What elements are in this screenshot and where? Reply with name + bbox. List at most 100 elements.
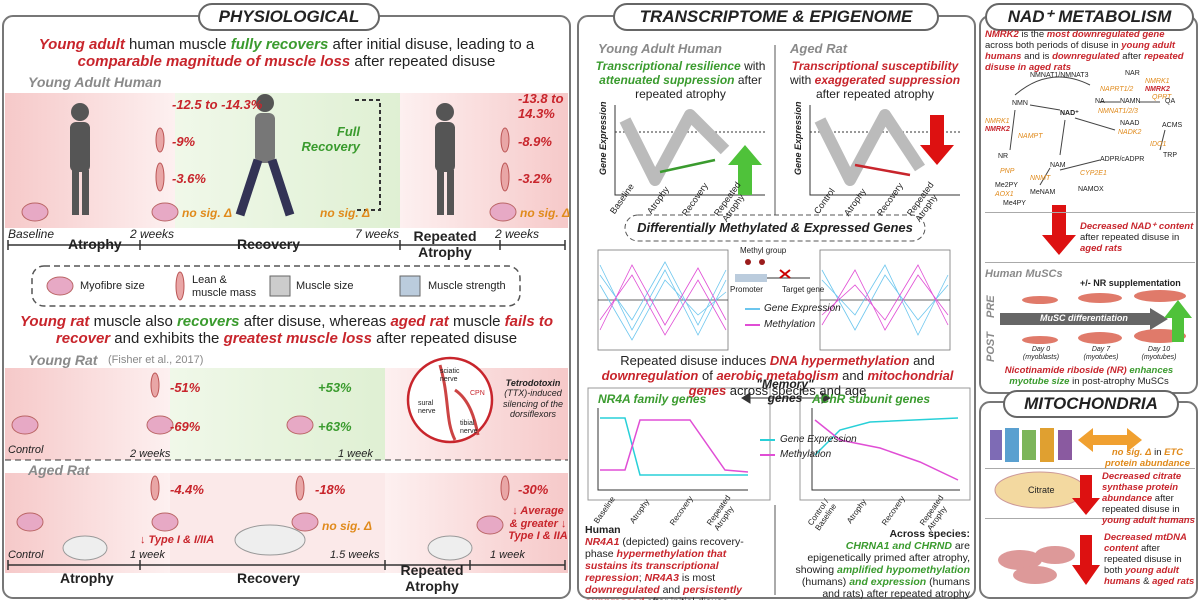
decoration xyxy=(500,127,510,153)
decoration xyxy=(150,475,160,501)
decoration xyxy=(21,202,49,222)
decoration xyxy=(759,259,765,265)
timeline-label: 1.5 weeks xyxy=(330,549,380,561)
text-segment: comparable magnitude of muscle loss xyxy=(77,53,351,71)
illustration-shape xyxy=(1009,109,1016,151)
decoration xyxy=(72,170,79,215)
pathway-label: NAD⁺ xyxy=(1060,110,1079,117)
decoration xyxy=(821,269,949,331)
pathway-label: TRP xyxy=(1163,152,1177,159)
illustration-shape xyxy=(597,408,748,491)
value-label: no sig. Δ xyxy=(520,206,571,220)
text-segment: after disuse, whereas xyxy=(239,313,391,330)
text-segment: and xyxy=(909,353,935,368)
value-label: ↓ Type I & I/IIA xyxy=(140,534,215,546)
text-segment: fully recovers xyxy=(230,36,329,53)
text-segment: after initial disuse xyxy=(644,596,728,600)
text-segment: after repeated disuse in both xyxy=(1104,542,1182,576)
value-label: +53% xyxy=(318,380,352,395)
decoration xyxy=(151,512,179,532)
decoration xyxy=(385,473,568,573)
decoration xyxy=(814,109,926,186)
text-segment: after xyxy=(1119,50,1144,62)
text-segment: (TTX)-induced silencing of the dorsiflex… xyxy=(502,388,564,420)
text-segment: persistently suppressed xyxy=(585,584,742,600)
nerve-label: sural nerve xyxy=(418,400,436,416)
value-label: -18% xyxy=(315,482,346,497)
headline: Young adult human muscle fully recovers … xyxy=(10,36,563,71)
decoration xyxy=(11,415,504,535)
pathway-label: Me2PY xyxy=(995,182,1018,189)
text-segment: of xyxy=(698,367,717,383)
note: Across species: CHRNA1 and CHRND are epig… xyxy=(785,528,970,600)
text-segment: most downregulated gene xyxy=(1046,29,1165,40)
illustration-shape xyxy=(741,392,831,404)
decoration xyxy=(619,109,730,186)
illustration-shape xyxy=(1078,428,1142,452)
decoration xyxy=(745,259,751,265)
value-label: -8.9% xyxy=(518,134,552,149)
text-segment: Tetrodotoxin xyxy=(505,378,561,388)
decoration xyxy=(1078,332,1122,344)
text-segment: Transcriptional resilience xyxy=(595,59,741,73)
description: Transcriptional resilience with attenuat… xyxy=(588,59,773,101)
group-label: Aged Rat xyxy=(790,41,848,56)
text-segment: are epigenetically primed after atrophy,… xyxy=(795,540,970,577)
decoration xyxy=(597,249,951,351)
pathway-label: ADPR/cADPR xyxy=(1100,156,1145,163)
text-segment: and xyxy=(659,584,684,597)
text-segment: muscle also xyxy=(89,313,177,330)
schema-label: Target gene xyxy=(782,285,825,294)
text-segment: attenuated suppression xyxy=(599,72,735,87)
text-segment: hypermethylation that sustains its trans… xyxy=(585,548,727,585)
decoration xyxy=(82,170,89,215)
decoration xyxy=(1022,430,1036,460)
decoration xyxy=(587,387,771,501)
pathway-label: MeNAM xyxy=(1030,189,1056,196)
decoration xyxy=(62,535,108,561)
decoration xyxy=(500,475,510,501)
decoration xyxy=(990,430,1002,460)
decoration xyxy=(155,127,510,192)
text-segment: aged rats xyxy=(1080,242,1123,254)
pathway-label: NMN xyxy=(1012,100,1028,107)
pathway-label: NMRK2 xyxy=(985,126,1010,133)
text-segment: aerobic metabolism xyxy=(716,367,839,383)
decoration xyxy=(854,163,911,177)
timeline-label: 1 week xyxy=(490,549,525,561)
axis-label: Gene Expression xyxy=(793,101,803,175)
text-segment: and expression xyxy=(849,576,927,589)
illustration-shape xyxy=(1039,167,1051,186)
chart-title: AChR subunit genes xyxy=(812,392,931,406)
pathway-label: Me4PY xyxy=(1003,200,1026,207)
text-segment: (humans) xyxy=(801,576,850,589)
text-segment: Nicotinamide riboside (NR) xyxy=(1004,365,1127,376)
illustration-shape xyxy=(1029,104,1061,111)
decoration xyxy=(150,372,160,398)
value-label: no sig. Δ xyxy=(320,206,371,220)
nerve-label: tibial nerve xyxy=(460,420,478,436)
arrow-label: MuSC differentiation xyxy=(1040,313,1128,323)
text-segment: Human xyxy=(585,524,621,536)
legend-entry: Gene Expression xyxy=(764,303,841,314)
decoration xyxy=(16,512,44,532)
value-label: +63% xyxy=(318,419,352,434)
decoration xyxy=(400,93,568,228)
pathway-label: NMNAT1/2/3 xyxy=(1098,108,1138,115)
text-segment: amplified hypomethylation xyxy=(836,564,970,577)
value-label: -4.4% xyxy=(170,482,204,497)
phase-label: Atrophy xyxy=(68,236,122,252)
decoration xyxy=(985,262,1195,263)
decoration xyxy=(256,94,274,112)
value-label: no sig. Δ xyxy=(322,519,373,533)
decoration xyxy=(1072,475,1100,585)
value-label: no sig. Δ xyxy=(182,206,233,220)
note: Human NR4A1 (depicted) gains recovery-pha… xyxy=(585,524,771,600)
text-segment: aged rats xyxy=(1152,575,1195,587)
decoration xyxy=(46,276,74,296)
illustration-shape xyxy=(1059,119,1066,156)
chart-title: NR4A family genes xyxy=(598,392,707,406)
decoration xyxy=(599,261,949,341)
decoration xyxy=(1013,566,1057,584)
